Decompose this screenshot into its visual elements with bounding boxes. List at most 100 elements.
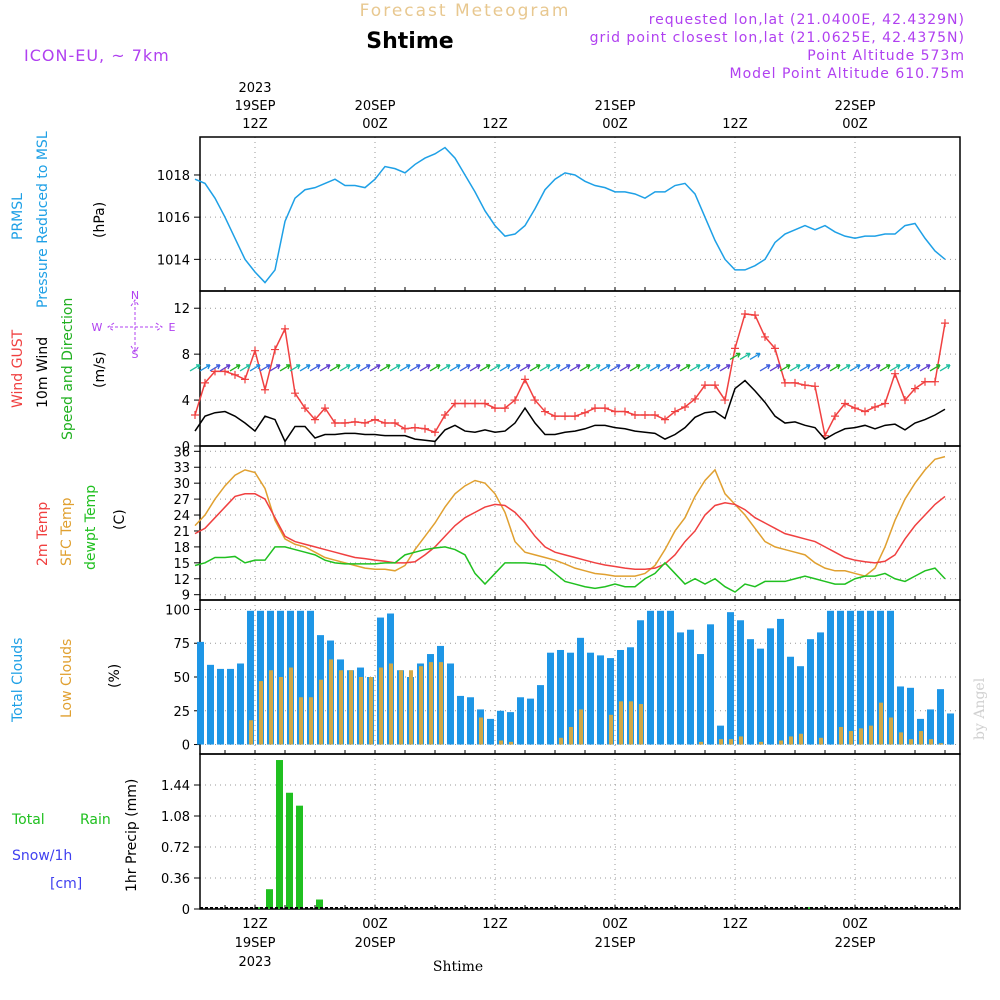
gust-point: [581, 408, 589, 417]
clouds-ylabel: Total Clouds Low Clouds (%): [10, 638, 123, 723]
total-cloud-bar: [507, 712, 514, 745]
low-cloud-bar: [309, 697, 313, 745]
bottom-hour-label: 12Z: [482, 917, 508, 932]
low-cloud-bar: [249, 720, 253, 745]
gust-point: [761, 332, 769, 341]
total-cloud-bar: [797, 666, 804, 745]
gust-point: [381, 419, 389, 428]
clouds-units: (%): [107, 664, 123, 688]
y-tick-label: 15: [173, 557, 190, 572]
low-cloud-bar: [319, 679, 323, 745]
total-cloud-bar: [207, 664, 214, 745]
low-cloud-bar: [369, 677, 373, 745]
temp-ylabel: 2m Temp SFC Temp dewpt Temp (C): [35, 485, 128, 570]
gust-point: [281, 324, 289, 333]
gust-point: [211, 367, 219, 376]
wind-direction-arrow: [699, 364, 711, 372]
y-tick-label: 0: [182, 440, 190, 455]
gust-point: [441, 411, 449, 419]
y-tick-label: 18: [173, 541, 190, 556]
panel-frame: [199, 445, 961, 601]
gust-point: [551, 412, 559, 421]
wind-direction-arrow: [619, 364, 631, 372]
model-altitude: Model Point Altitude 610.75m: [730, 66, 965, 82]
wind-direction-arrow: [929, 364, 941, 372]
gust-point: [901, 396, 909, 405]
total-cloud-bar: [217, 668, 224, 745]
model-label: ICON-EU, ~ 7km: [24, 46, 170, 65]
gust-point: [361, 419, 369, 428]
total-cloud-bar: [897, 686, 904, 745]
y-tick-label: 0.36: [161, 872, 190, 887]
low-cloud-bar: [289, 667, 293, 745]
gust-point: [811, 382, 819, 391]
wind-direction-arrow: [609, 364, 621, 372]
top-day-label: 19SEP: [235, 99, 276, 114]
gust-point: [251, 346, 259, 355]
low-cloud-bar: [429, 662, 433, 745]
gust-point: [571, 412, 579, 421]
precip-bar: [266, 889, 273, 909]
wind-direction-arrow: [209, 364, 221, 372]
wind-direction-arrow: [439, 364, 451, 372]
wind-direction-arrow: [489, 364, 501, 372]
wind-direction-arrow: [579, 364, 591, 372]
wind-10m-line: [194, 379, 946, 443]
low-cloud-bar: [739, 736, 743, 745]
wind-label-dir: Speed and Direction: [60, 298, 76, 440]
gust-point: [351, 417, 359, 426]
wind-direction-arrow: [789, 364, 801, 372]
low-cloud-bar: [819, 737, 823, 745]
clouds-label-low: Low Clouds: [59, 639, 75, 718]
wind-direction-arrow: [779, 364, 791, 372]
total-cloud-bar: [867, 610, 874, 745]
gust-point: [501, 404, 509, 413]
wind-ylabel: Wind GUST 10m Wind Speed and Direction (…: [10, 289, 176, 440]
bottom-year-label: 2023: [238, 955, 271, 970]
bottom-day-label: 19SEP: [235, 936, 276, 951]
precip-bar: [296, 805, 303, 909]
temp-label-sfc: SFC Temp: [59, 497, 75, 566]
total-cloud-bar: [787, 656, 794, 745]
wind-direction-arrow: [199, 364, 211, 372]
y-tick-label: 21: [173, 525, 190, 540]
gust-point: [911, 384, 919, 393]
gust-point: [261, 385, 269, 394]
total-cloud-bar: [887, 610, 894, 745]
gust-point: [311, 415, 319, 424]
low-cloud-bar: [359, 677, 363, 745]
panel-frame: [199, 753, 961, 910]
gust-point: [861, 407, 869, 416]
wind-direction-arrow: [879, 364, 891, 372]
y-tick-label: 50: [173, 671, 190, 686]
low-cloud-bar: [499, 740, 503, 745]
wind-direction-arrow: [729, 352, 741, 361]
low-cloud-bar: [269, 670, 273, 745]
gust-line: [194, 313, 946, 438]
precip-bar: [256, 907, 263, 909]
gust-point: [471, 399, 479, 408]
y-tick-label: 0: [182, 739, 190, 754]
top-hour-label: 12Z: [242, 117, 268, 132]
total-cloud-bar: [667, 610, 674, 745]
gust-point: [321, 404, 329, 413]
wind-direction-arrow: [899, 364, 911, 372]
total-cloud-bar: [587, 652, 594, 745]
total-cloud-bar: [307, 610, 314, 745]
gust-point: [481, 399, 489, 408]
gust-point: [611, 407, 619, 416]
gust-point: [701, 381, 709, 390]
top-hour-label: 12Z: [722, 117, 748, 132]
gust-point: [691, 394, 699, 403]
low-cloud-bar: [509, 741, 513, 745]
y-tick-label: 1014: [157, 253, 190, 268]
total-cloud-bar: [647, 610, 654, 745]
wind-direction-arrow: [859, 364, 871, 372]
low-cloud-bar: [619, 701, 623, 745]
low-cloud-bar: [869, 725, 873, 745]
bottom-hour-label: 12Z: [722, 917, 748, 932]
y-tick-label: 8: [182, 348, 190, 363]
wind-direction-arrow: [559, 364, 571, 372]
y-tick-label: 1.44: [161, 779, 190, 794]
